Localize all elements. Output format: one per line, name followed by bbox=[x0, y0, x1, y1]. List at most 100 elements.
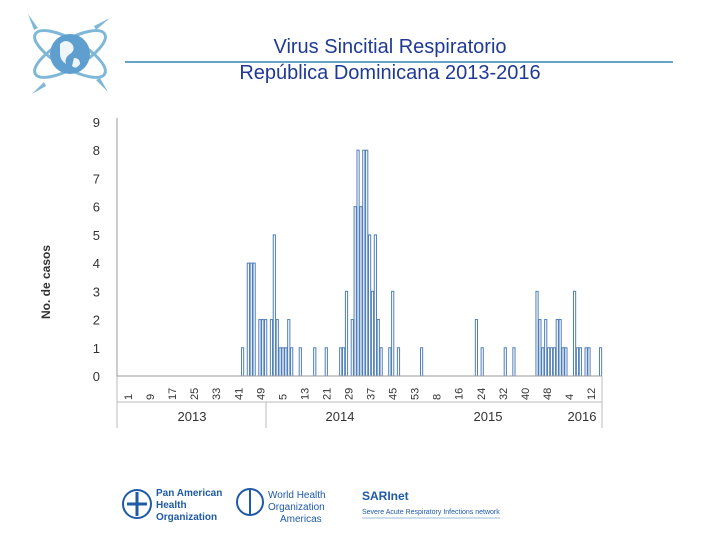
bar bbox=[544, 319, 548, 377]
who-line-3: Americas bbox=[280, 514, 322, 525]
bar bbox=[598, 347, 603, 377]
x-tick-label: 4 bbox=[564, 394, 576, 400]
bar bbox=[359, 206, 363, 377]
y-tick-label: 4 bbox=[93, 256, 100, 271]
bar bbox=[261, 319, 265, 377]
sarinet-logo: SARInet Severe Acute Respiratory Infecti… bbox=[362, 489, 500, 519]
paho-logo: Pan American Health Organization bbox=[122, 488, 222, 523]
who-logo: World Health Organization Americas bbox=[236, 488, 326, 525]
who-line-2: Organization bbox=[268, 502, 325, 513]
bar bbox=[368, 234, 372, 377]
x-tick-label: 16 bbox=[454, 388, 466, 400]
bar bbox=[388, 347, 392, 377]
bar bbox=[324, 347, 328, 377]
bar bbox=[272, 234, 276, 377]
x-tick-label: 24 bbox=[476, 388, 488, 400]
bar bbox=[547, 347, 551, 377]
x-tick-label: 17 bbox=[167, 388, 179, 400]
bar bbox=[379, 347, 383, 377]
x-tick-label: 41 bbox=[233, 388, 245, 400]
bar bbox=[396, 347, 401, 377]
bar bbox=[564, 347, 568, 377]
y-tick-label: 1 bbox=[93, 341, 100, 356]
bar bbox=[281, 347, 285, 377]
year-label: 2013 bbox=[178, 409, 207, 424]
bar bbox=[555, 319, 559, 377]
y-axis: 0 1 2 3 4 5 6 7 8 9 bbox=[93, 115, 118, 384]
bar bbox=[298, 347, 302, 377]
y-tick-label: 2 bbox=[93, 313, 100, 328]
x-axis: 1 9 17 25 33 41 49 5 13 21 29 37 45 53 8 16 24 32 40 48 4 12 2… bbox=[116, 375, 603, 428]
bar bbox=[587, 347, 591, 377]
bar bbox=[558, 319, 562, 377]
bar bbox=[287, 319, 291, 377]
bar bbox=[391, 290, 395, 377]
y-tick-label: 8 bbox=[93, 143, 100, 158]
bar bbox=[535, 290, 539, 377]
bar bbox=[419, 347, 424, 377]
bar bbox=[258, 319, 262, 377]
x-tick-label: 37 bbox=[366, 388, 378, 400]
bars bbox=[240, 149, 603, 377]
x-tick-label: 49 bbox=[255, 388, 267, 400]
y-tick-label: 3 bbox=[93, 284, 100, 299]
y-tick-label: 0 bbox=[93, 369, 100, 384]
chart-title: Virus Sincitial Respiratorio República D… bbox=[140, 34, 640, 86]
bar bbox=[370, 290, 375, 377]
y-tick-label: 7 bbox=[93, 171, 100, 186]
x-tick-label: 9 bbox=[145, 394, 157, 400]
bar bbox=[269, 319, 274, 377]
title-underline bbox=[125, 61, 673, 63]
sarinet-subtitle: Severe Acute Respiratory Infections netw… bbox=[362, 509, 500, 516]
bar bbox=[362, 149, 366, 377]
who-line-1: World Health bbox=[268, 490, 326, 501]
x-tick-label: 48 bbox=[542, 388, 554, 400]
bar bbox=[353, 206, 357, 377]
x-tick-label: 32 bbox=[498, 388, 510, 400]
x-tick-label: 53 bbox=[410, 388, 422, 400]
bar bbox=[278, 347, 282, 377]
bar bbox=[252, 262, 256, 377]
y-tick-label: 9 bbox=[93, 115, 100, 130]
x-tick-label: 25 bbox=[189, 388, 201, 400]
paho-line-3: Organization bbox=[156, 512, 217, 523]
bar bbox=[561, 347, 565, 377]
year-label: 2015 bbox=[474, 409, 503, 424]
y-tick-label: 6 bbox=[93, 200, 100, 215]
x-tick-label: 5 bbox=[277, 394, 289, 400]
bar bbox=[584, 347, 588, 377]
x-tick-label: 33 bbox=[211, 388, 223, 400]
bar bbox=[284, 347, 288, 377]
bar bbox=[503, 347, 507, 377]
bar bbox=[373, 234, 377, 377]
paho-line-2: Health bbox=[156, 500, 187, 511]
x-tick-label: 29 bbox=[343, 388, 355, 400]
x-tick-label: 45 bbox=[388, 388, 400, 400]
x-tick-label: 12 bbox=[586, 388, 598, 400]
bar bbox=[572, 290, 577, 377]
footer-logos: Pan American Health Organization World H… bbox=[122, 488, 500, 525]
paho-line-1: Pan American bbox=[156, 488, 222, 499]
x-tick-label: 13 bbox=[299, 388, 311, 400]
bar bbox=[541, 347, 545, 377]
bar bbox=[365, 149, 369, 377]
bar bbox=[240, 347, 245, 377]
y-tick-label: 5 bbox=[93, 228, 100, 243]
bar bbox=[549, 347, 554, 377]
title-line-1: Virus Sincitial Respiratorio bbox=[273, 36, 507, 58]
bar bbox=[578, 347, 582, 377]
bar bbox=[246, 262, 250, 377]
bar bbox=[350, 319, 354, 377]
bar bbox=[313, 347, 317, 377]
x-tick-label: 21 bbox=[321, 388, 333, 400]
year-label: 2014 bbox=[326, 409, 355, 424]
x-tick-label: 8 bbox=[432, 394, 444, 400]
bar bbox=[376, 319, 380, 377]
bar bbox=[480, 347, 484, 377]
sarinet-name: SARInet bbox=[362, 489, 409, 503]
y-axis-label: No. de casos bbox=[39, 245, 53, 319]
title-line-2: República Dominicana 2013-2016 bbox=[239, 62, 541, 84]
bar bbox=[275, 319, 279, 377]
